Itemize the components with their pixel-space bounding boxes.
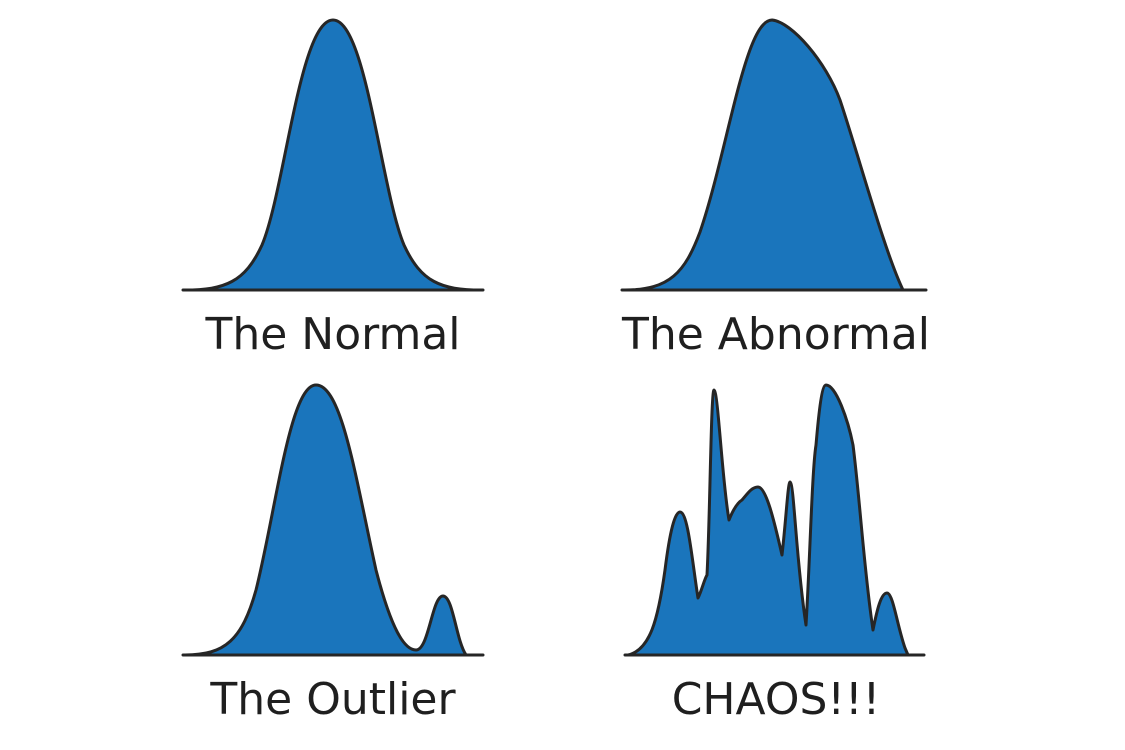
normal-curve: [183, 18, 483, 292]
panel-outlier: The Outlier: [181, 383, 485, 725]
panel-label: The Normal: [204, 309, 460, 360]
abnormal-curve: [623, 18, 905, 292]
panel-normal: The Normal: [181, 18, 485, 360]
panel-abnormal: The Abnormal: [620, 18, 930, 360]
panel-label: The Abnormal: [621, 309, 930, 360]
chaos-curve: [626, 383, 910, 657]
outlier-curve: [183, 383, 468, 657]
panel-label: The Outlier: [209, 674, 456, 725]
panel-chaos: CHAOS!!!: [623, 383, 926, 725]
panel-label: CHAOS!!!: [672, 674, 881, 725]
